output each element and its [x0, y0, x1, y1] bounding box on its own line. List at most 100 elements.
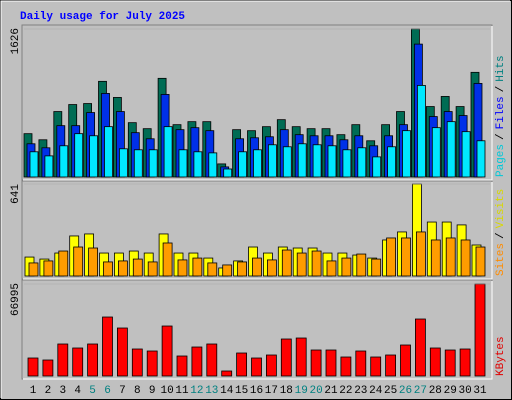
bar	[103, 261, 113, 277]
bar	[44, 155, 54, 178]
legend: Pages / Files / Hits	[495, 55, 507, 177]
legend-separator: /	[495, 232, 507, 239]
bar	[42, 359, 54, 377]
bar	[430, 239, 441, 277]
bar	[414, 318, 426, 377]
bar	[312, 144, 322, 178]
bar	[117, 327, 128, 377]
x-tick-label: 15	[235, 385, 248, 397]
bar	[445, 237, 456, 277]
x-tick-label: 25	[384, 385, 397, 397]
x-tick-label: 18	[280, 385, 293, 397]
bar	[87, 343, 98, 377]
bar	[431, 127, 441, 178]
x-tick-label: 11	[175, 385, 189, 397]
bar	[415, 231, 426, 277]
bar	[178, 149, 188, 178]
bar	[88, 247, 98, 277]
bar	[370, 356, 382, 377]
x-tick-label: 4	[74, 385, 81, 397]
legend-entry: Files	[495, 96, 507, 129]
bar	[148, 149, 158, 178]
bar	[237, 261, 248, 277]
x-tick-label: 24	[369, 385, 383, 397]
bar	[402, 130, 411, 178]
x-tick-label: 10	[160, 385, 173, 397]
x-tick-label: 20	[309, 385, 322, 397]
bar	[296, 252, 307, 277]
bar	[74, 133, 84, 178]
bar	[221, 370, 233, 377]
x-tick-label: 2	[45, 385, 52, 397]
x-tick-label: 5	[89, 385, 96, 397]
bar	[163, 126, 173, 178]
bar	[326, 260, 337, 277]
bar	[118, 260, 128, 277]
bar	[132, 258, 143, 277]
x-tick-label: 19	[295, 385, 308, 397]
bar	[73, 246, 84, 277]
bar	[89, 135, 98, 178]
bar	[387, 146, 397, 178]
legend-entry: Pages	[495, 144, 507, 177]
bar	[266, 259, 277, 277]
bar	[43, 260, 54, 277]
x-tick-label: 8	[134, 385, 141, 397]
bar	[253, 149, 262, 178]
panel-bevel	[23, 281, 493, 380]
bar	[162, 242, 173, 277]
legend-separator: /	[495, 86, 507, 93]
bar	[372, 156, 382, 178]
y-tick-label: 1626	[10, 28, 22, 54]
bar	[282, 146, 292, 178]
panel-bevel	[23, 26, 493, 181]
bar	[176, 355, 188, 377]
panel-bevel	[23, 182, 493, 280]
x-tick-label: 21	[324, 385, 338, 397]
legend: Sites / Visits	[495, 189, 507, 276]
bar	[191, 346, 203, 377]
bar	[133, 149, 143, 178]
bar	[295, 337, 307, 377]
bar	[177, 259, 188, 277]
bar	[223, 168, 233, 178]
bar	[265, 354, 277, 377]
bar	[340, 356, 352, 377]
bar	[327, 145, 337, 178]
x-tick-label: 7	[119, 385, 126, 397]
bar	[401, 237, 411, 277]
bar	[325, 349, 337, 377]
bar	[281, 249, 292, 277]
bar	[446, 121, 456, 178]
x-tick-label: 28	[429, 385, 442, 397]
bar	[119, 148, 128, 178]
bar	[474, 283, 486, 377]
bar	[459, 348, 471, 377]
bar	[104, 126, 113, 178]
x-tick-label: 14	[220, 385, 234, 397]
bar	[310, 349, 322, 377]
bar	[297, 143, 307, 178]
x-tick-label: 13	[205, 385, 218, 397]
bar	[206, 343, 218, 377]
x-tick-label: 16	[250, 385, 263, 397]
legend-entry: Sites	[495, 243, 507, 276]
bar	[236, 352, 248, 377]
bar	[475, 246, 486, 277]
bar	[29, 151, 39, 178]
bar	[27, 357, 39, 377]
bar	[146, 350, 158, 377]
legend-entry: Visits	[495, 189, 507, 229]
bar	[222, 264, 233, 277]
bar	[57, 343, 69, 377]
bar	[147, 261, 158, 277]
bar	[280, 338, 292, 377]
bar	[208, 152, 218, 178]
legend: KBytes	[495, 336, 507, 376]
x-tick-label: 27	[414, 385, 427, 397]
x-tick-label: 12	[190, 385, 203, 397]
x-tick-label: 22	[339, 385, 352, 397]
bar	[429, 347, 441, 377]
x-tick-label: 1	[30, 385, 37, 397]
